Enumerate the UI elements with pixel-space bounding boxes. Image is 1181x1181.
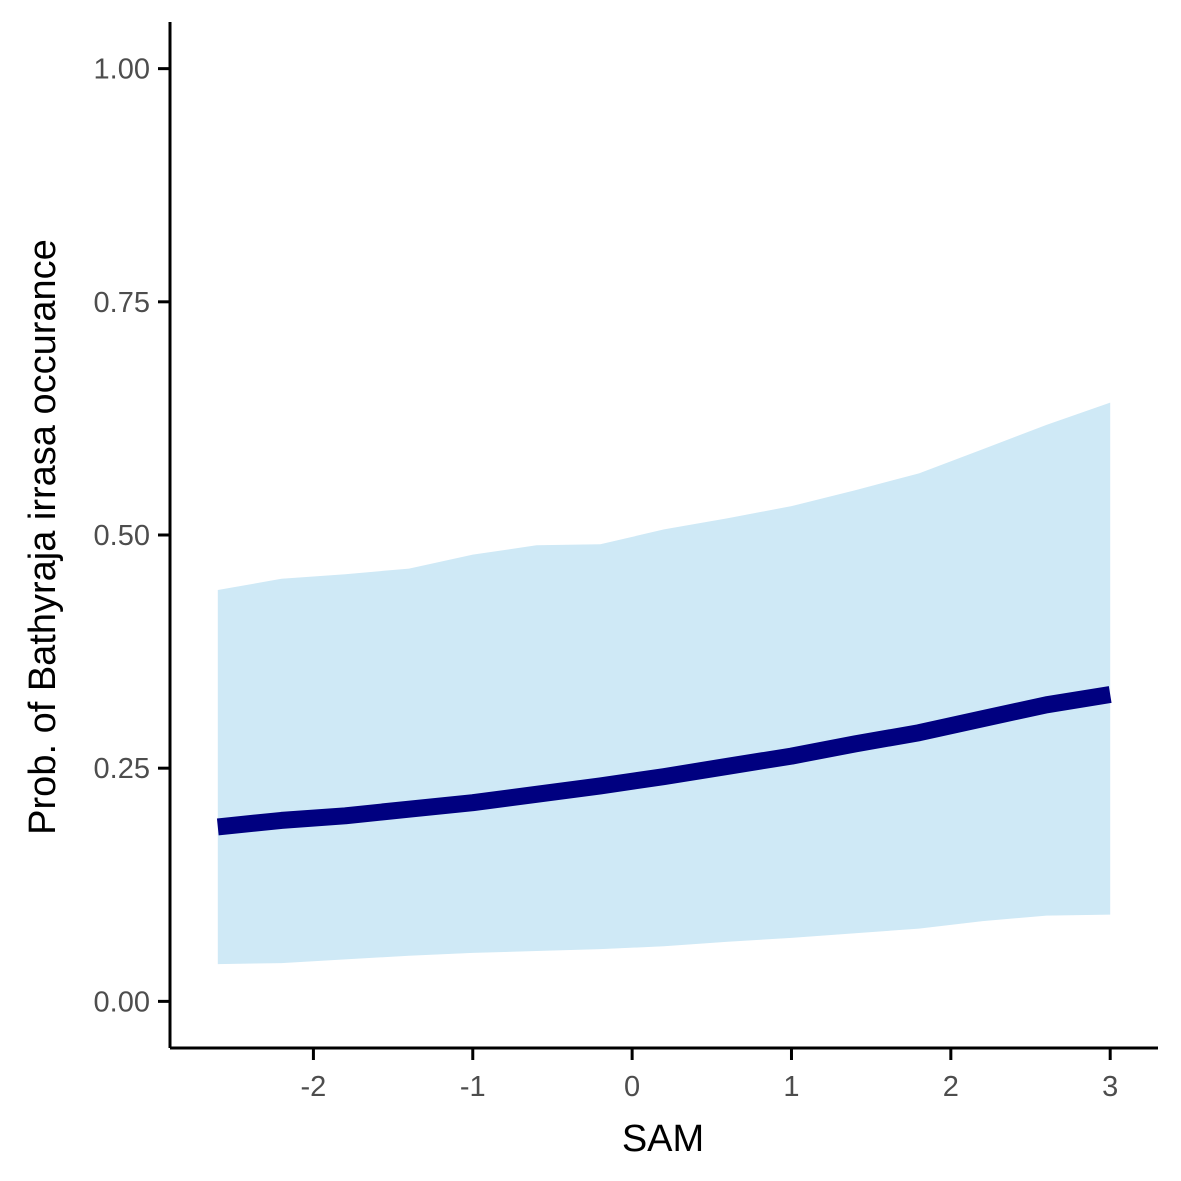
x-tick-label: 0 [624, 1071, 640, 1103]
confidence-band-0 [217, 402, 1111, 965]
y-tick-label: 0.75 [94, 287, 150, 319]
y-tick-label: 0.25 [94, 753, 150, 785]
x-tick-label: 3 [1102, 1071, 1118, 1103]
y-axis-title: Prob. of Bathyraja irrasa occurance [22, 239, 64, 835]
x-axis-title: SAM [622, 1118, 704, 1160]
y-tick-label: 0.50 [94, 520, 150, 552]
y-tick-label: 1.00 [94, 54, 150, 86]
axes-layer: 0.00 0.25 0.50 0.75 1.00 -2 -1 0 1 2 3 [94, 22, 1158, 1103]
confidence-band-layer [217, 402, 1111, 965]
x-tick-label: -1 [460, 1071, 486, 1103]
x-tick-label: 2 [943, 1071, 959, 1103]
y-tick-label: 0.00 [94, 986, 150, 1018]
prediction-line-0 [216, 686, 1112, 836]
prediction-line-layer [216, 686, 1112, 836]
x-tick-label: -2 [301, 1071, 327, 1103]
x-tick-label: 1 [783, 1071, 799, 1103]
